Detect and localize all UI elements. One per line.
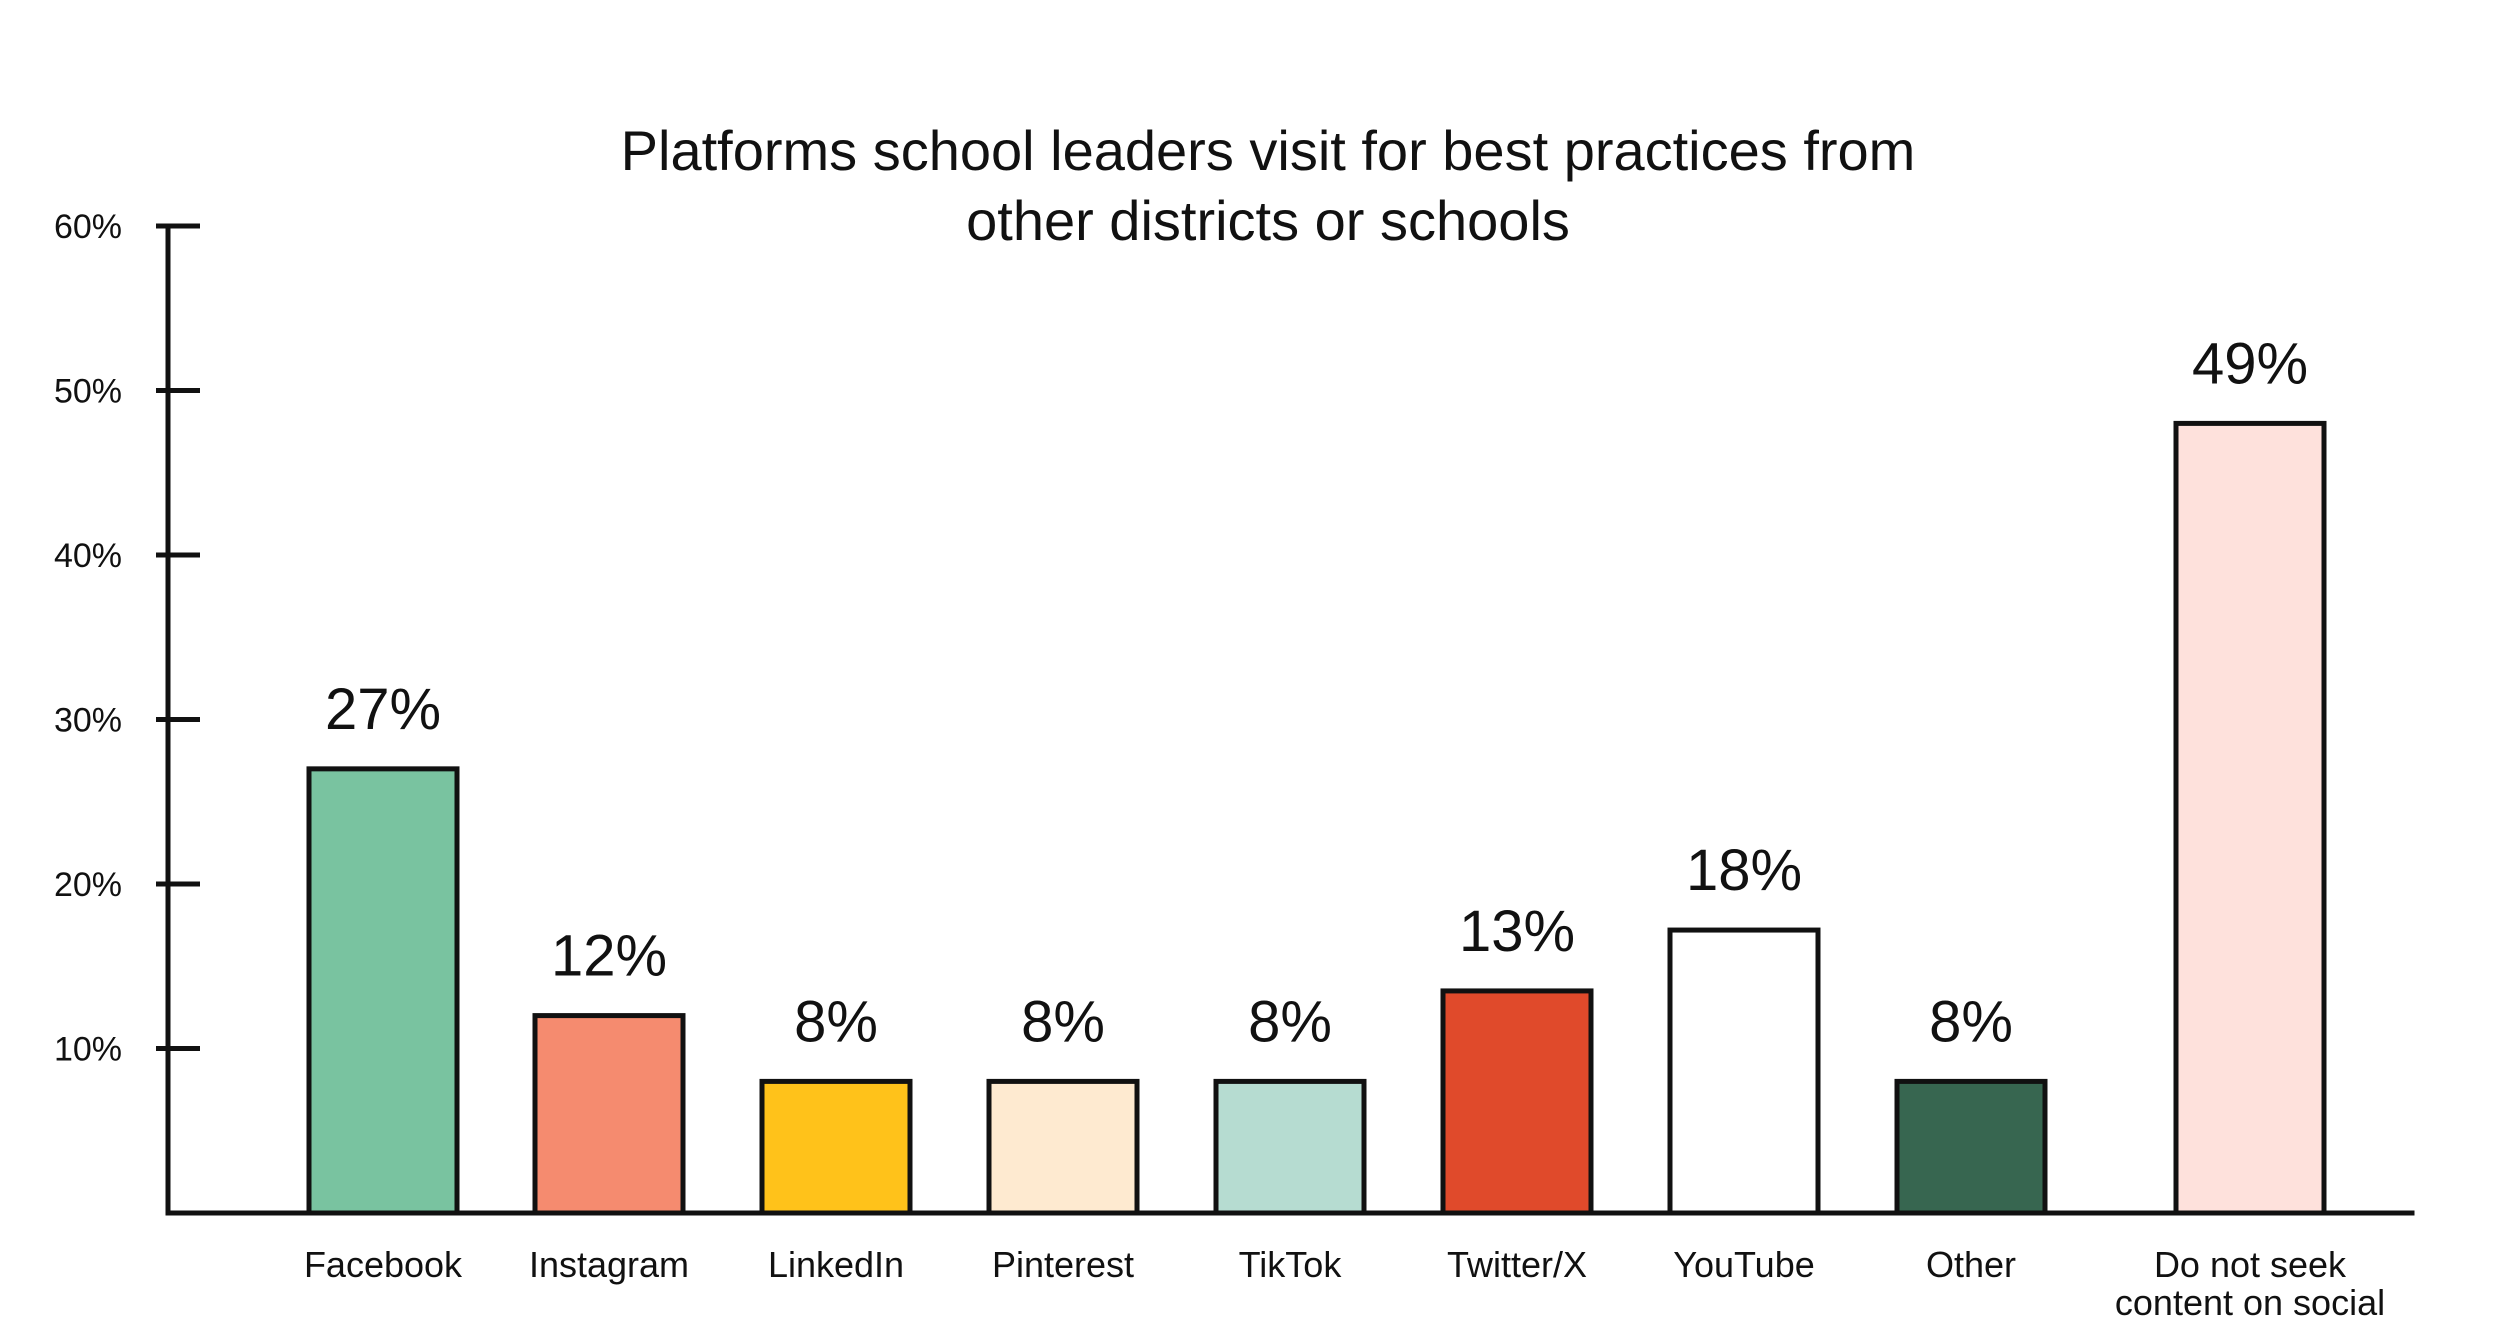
data-label: 8% [794, 989, 878, 1054]
bar [1213, 1078, 1367, 1216]
bar [1667, 927, 1821, 1216]
category-label: content on social [2115, 1282, 2385, 1323]
chart-axes [165, 223, 2415, 1216]
bar [2173, 420, 2327, 1216]
category-label: Do not seek [2154, 1244, 2347, 1285]
data-label: 8% [1021, 989, 1105, 1054]
bar [306, 766, 460, 1216]
category-label: Facebook [304, 1244, 463, 1285]
y-axis-ticks: 10% 20% 30% 40% 50% 60% [54, 208, 200, 1069]
y-tick-label: 50% [54, 373, 122, 411]
bar [759, 1078, 913, 1216]
category-label: Twitter/X [1447, 1244, 1587, 1285]
category-label: Pinterest [992, 1244, 1134, 1285]
bar [1440, 988, 1594, 1216]
bar [986, 1078, 1140, 1216]
bar [532, 1013, 686, 1216]
y-tick-label: 40% [54, 537, 122, 575]
category-label: Other [1926, 1244, 2016, 1285]
bars [306, 420, 2327, 1216]
data-label: 8% [1248, 989, 1332, 1054]
data-labels: 27% 12% 8% 8% 8% 13% 18% 8% 49% [325, 331, 2308, 1054]
data-label: 18% [1686, 838, 1802, 903]
chart-title-line: other districts or schools [966, 189, 1570, 252]
data-label: 49% [2192, 331, 2308, 396]
data-label: 13% [1459, 899, 1575, 964]
category-label: LinkedIn [768, 1244, 904, 1285]
y-tick-label: 10% [54, 1031, 122, 1069]
data-label: 8% [1929, 989, 2013, 1054]
y-tick-label: 20% [54, 866, 122, 904]
category-label: Instagram [529, 1244, 689, 1285]
data-label: 12% [551, 924, 667, 989]
chart-title: Platforms school leaders visit for best … [621, 119, 1916, 252]
category-labels: Facebook Instagram LinkedIn Pinterest TikTok… [304, 1244, 2385, 1323]
category-label: YouTube [1673, 1244, 1814, 1285]
chart-title-line: Platforms school leaders visit for best … [621, 119, 1916, 182]
y-tick-label: 60% [54, 208, 122, 246]
y-tick-label: 30% [54, 702, 122, 740]
bar [1894, 1078, 2048, 1216]
category-label: TikTok [1239, 1244, 1343, 1285]
data-label: 27% [325, 677, 441, 742]
